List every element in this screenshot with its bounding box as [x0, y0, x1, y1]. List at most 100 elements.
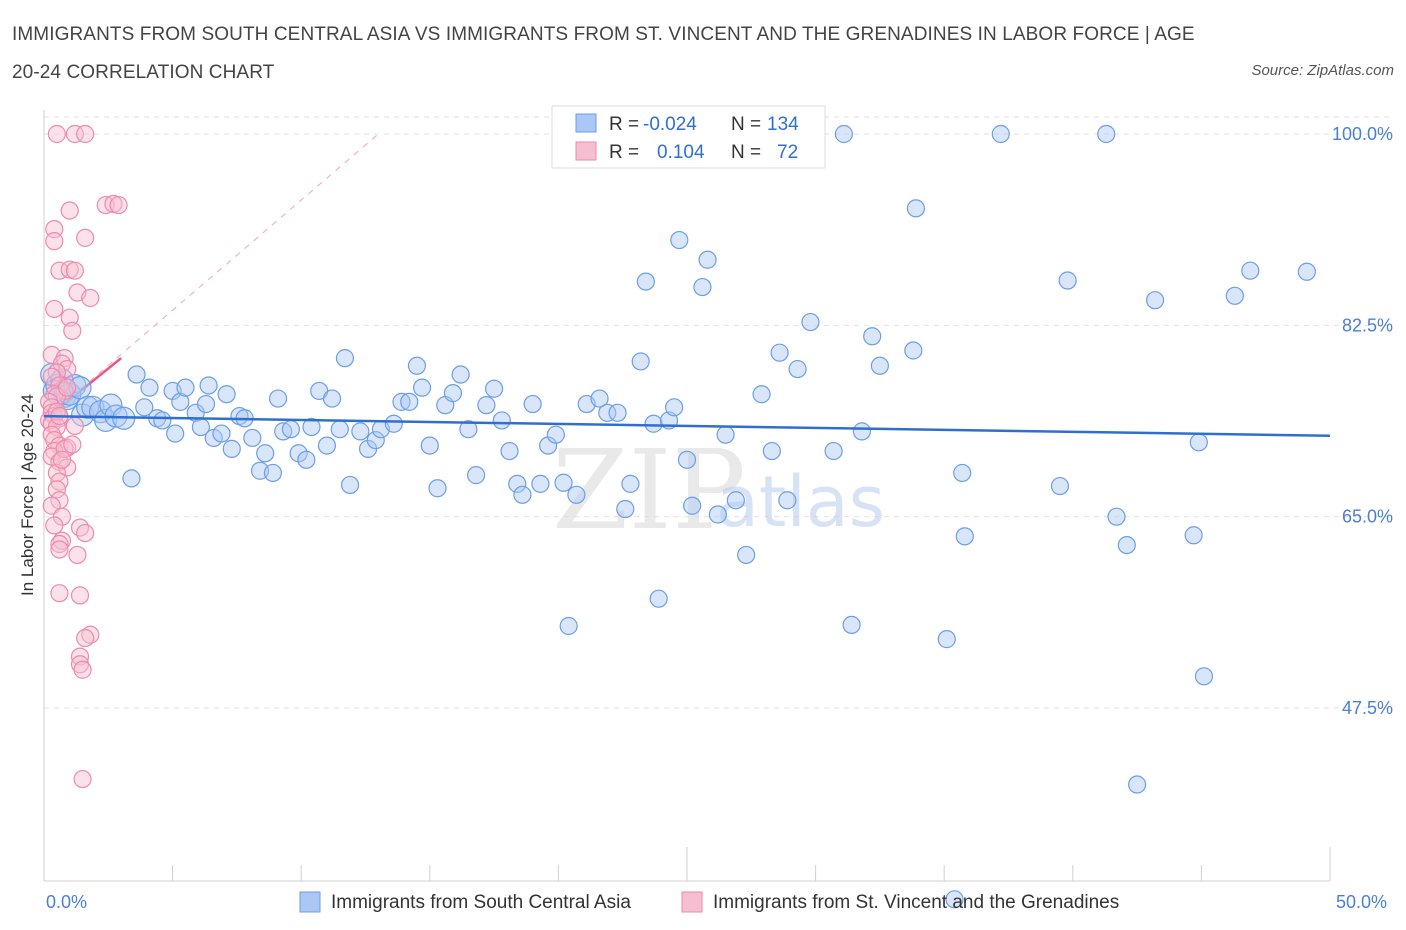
blue-point	[1189, 433, 1208, 452]
x-ticks	[43, 847, 1331, 881]
blue-point	[1184, 526, 1203, 545]
blue-point	[477, 396, 496, 415]
blue-point	[644, 414, 663, 433]
blue-point	[752, 385, 771, 404]
blue-trend-line	[43, 414, 1331, 438]
pink-point	[50, 534, 69, 554]
pink-trend-extension	[43, 133, 379, 421]
blue-point	[263, 463, 283, 483]
blue-point	[196, 394, 216, 414]
legend-n-value: 134	[767, 114, 799, 135]
blue-point	[616, 499, 635, 519]
pink-point	[47, 124, 66, 144]
pink-point	[45, 516, 64, 535]
pink-point	[76, 124, 95, 144]
blue-point	[683, 496, 702, 515]
blue-point	[459, 420, 478, 439]
legend-r-value: 0.104	[657, 142, 705, 163]
blue-point	[621, 474, 640, 493]
blue-point	[392, 392, 411, 411]
blue-point	[762, 441, 781, 461]
blue-point	[870, 356, 890, 375]
bottom-legend: Immigrants from South Central Asia Immig…	[299, 891, 1119, 913]
blue-point	[670, 230, 689, 250]
blue-point	[256, 444, 275, 463]
blue-point	[140, 378, 159, 397]
y-axis-label: In Labor Force | Age 20-24	[18, 394, 37, 596]
blue-point	[153, 411, 172, 430]
blue-point	[500, 441, 519, 461]
pink-point	[109, 195, 128, 215]
legend-swatch-pink	[575, 141, 597, 161]
blue-point	[222, 439, 241, 458]
pink-point	[50, 584, 69, 603]
legend-n-label: N =	[731, 114, 761, 135]
blue-point	[302, 417, 321, 437]
blue-point	[451, 365, 470, 384]
blue-point	[554, 473, 573, 492]
blue-point	[322, 389, 342, 408]
x-tick-label-min: 0.0%	[46, 892, 87, 912]
blue-point	[567, 485, 586, 504]
blue-point	[1194, 667, 1214, 686]
pink-point	[45, 299, 64, 319]
blue-point	[199, 376, 218, 395]
x-tick-label-max: 50.0%	[1336, 892, 1387, 912]
blue-point	[801, 312, 820, 332]
source-label: Source: ZipAtlas.com	[1251, 62, 1394, 79]
blue-point	[420, 436, 439, 455]
blue-point	[1097, 124, 1116, 144]
blue-point	[631, 352, 650, 371]
blue-point	[366, 431, 385, 450]
blue-point	[953, 463, 972, 483]
legend-n-value: 72	[777, 142, 798, 163]
pink-point	[65, 261, 84, 280]
pink-point	[76, 628, 95, 648]
pink-point	[65, 416, 84, 436]
blue-point	[330, 420, 349, 439]
blue-point	[513, 485, 532, 504]
blue-point	[852, 422, 871, 441]
blue-point	[665, 398, 684, 417]
blue-point	[443, 384, 463, 403]
blue-point	[122, 469, 141, 488]
blue-point	[1050, 476, 1070, 496]
pink-point	[70, 518, 90, 537]
pink-point	[76, 523, 95, 543]
blue-point	[698, 250, 717, 269]
blue-point	[937, 630, 956, 649]
blue-point	[68, 376, 92, 400]
blue-point	[508, 474, 527, 493]
blue-point	[945, 890, 964, 909]
blue-point	[340, 475, 360, 495]
blue-point	[212, 424, 231, 443]
blue-point	[412, 378, 432, 397]
blue-point	[649, 589, 668, 608]
blue-point	[834, 124, 853, 144]
blue-point	[1297, 262, 1316, 281]
legend-swatch-blue	[575, 113, 597, 133]
pink-point	[52, 450, 72, 469]
blue-point	[531, 474, 550, 493]
blue-point	[492, 411, 511, 430]
blue-point	[384, 414, 403, 433]
blue-point	[135, 398, 154, 417]
legend-r-value: -0.024	[643, 114, 697, 135]
blue-point	[546, 425, 565, 444]
bottom-legend-label-blue: Immigrants from South Central Asia	[331, 892, 631, 913]
blue-point	[636, 272, 655, 291]
blue-point	[281, 420, 301, 439]
blue-point	[708, 505, 727, 524]
blue-point	[485, 379, 504, 398]
blue-point	[1117, 535, 1136, 555]
blue-point	[1127, 775, 1147, 794]
y-tick-label: 65.0%	[1342, 507, 1393, 527]
blue-point	[677, 450, 697, 469]
blue-point	[400, 392, 419, 411]
pink-point	[81, 625, 100, 644]
bottom-legend-swatch-blue	[299, 891, 321, 913]
watermark-zip: ZIP	[552, 426, 746, 554]
blue-point	[523, 394, 542, 414]
pink-point	[68, 545, 87, 565]
